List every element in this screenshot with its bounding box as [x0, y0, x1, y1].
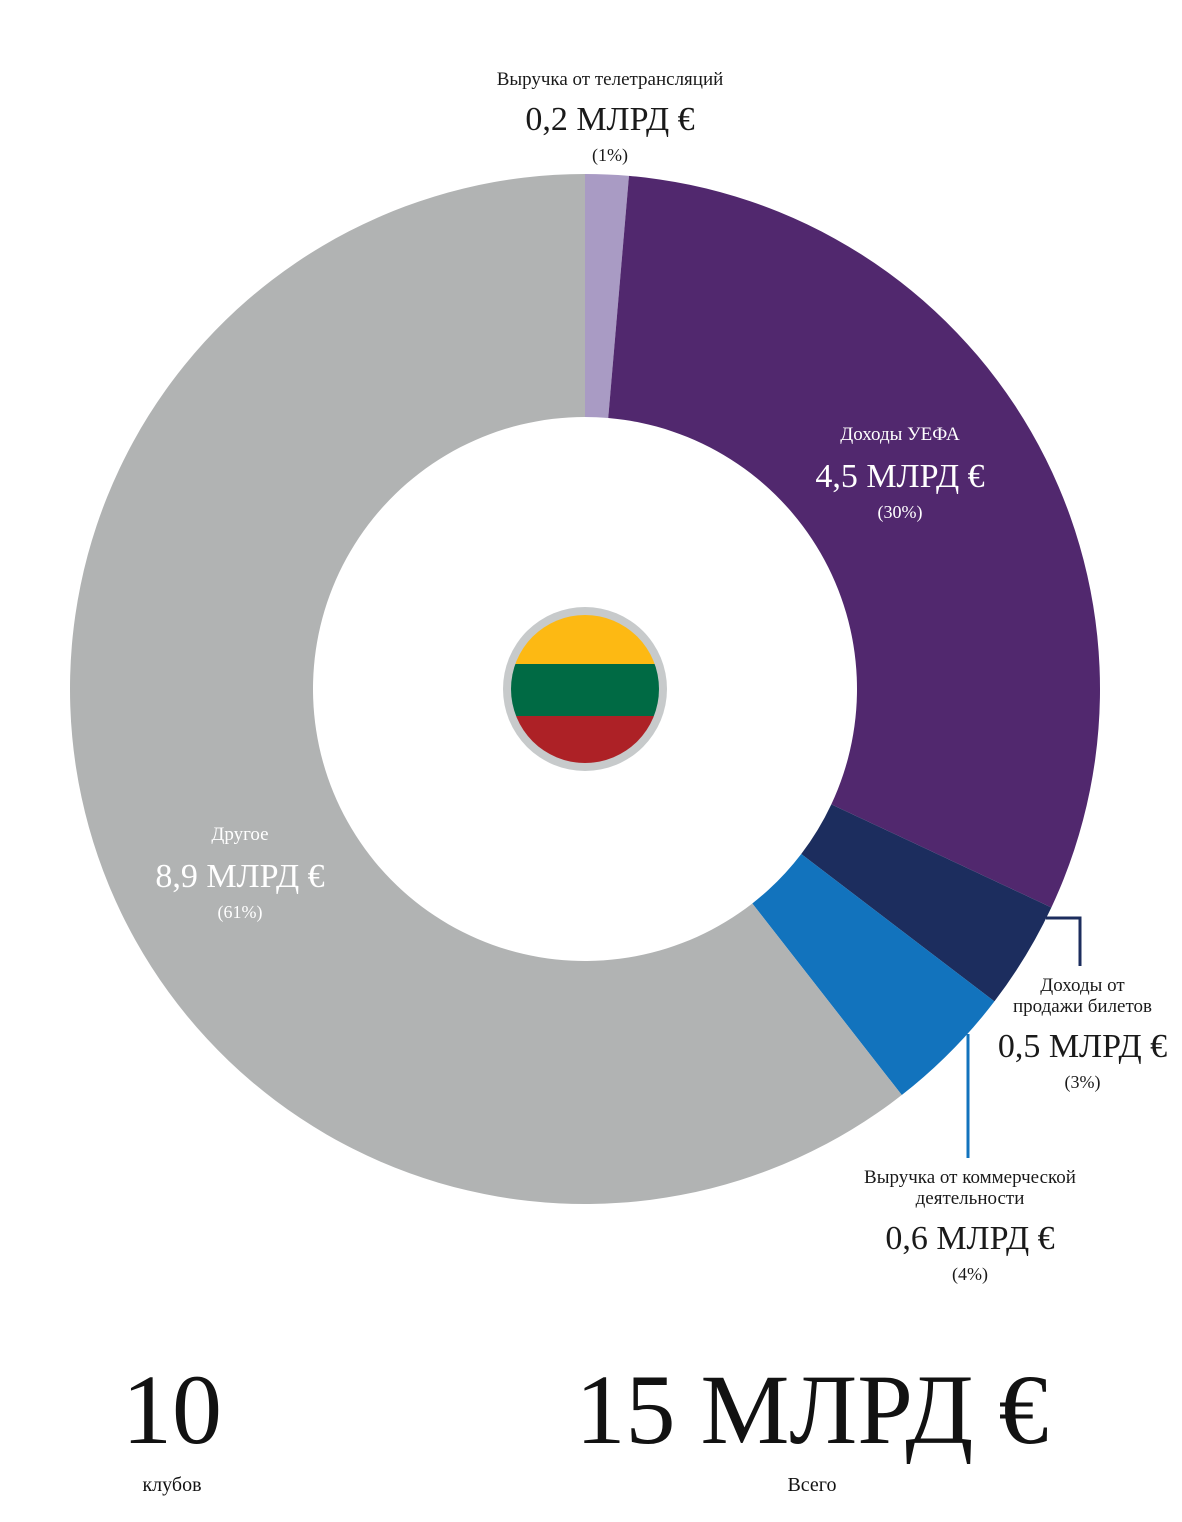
- revenue-amount: 15 МЛРД €: [575, 1354, 1049, 1465]
- commercial-name-line2: деятельности: [915, 1187, 1025, 1209]
- other-slice-label: Другое 8,9 МЛРД € (61%): [120, 824, 360, 923]
- other-name: Другое: [211, 824, 269, 845]
- slice-tickets: [801, 804, 1052, 1002]
- donut-slices: [70, 174, 1101, 1204]
- commercial-value: 0,6 МЛРД €: [885, 1219, 1055, 1257]
- tickets-name-line1: Доходы от: [1040, 975, 1125, 996]
- uefa-slice-label: Доходы УЕФА 4,5 МЛРД € (30%): [770, 424, 1030, 523]
- commercial-pct: (4%): [952, 1264, 988, 1285]
- tv-name: Выручка от телетрансляций: [496, 69, 724, 90]
- tv-pct: (1%): [592, 145, 628, 166]
- revenue-caption: Всего: [787, 1474, 837, 1496]
- commercial-slice-label: Выручка от коммерческой деятельности 0,6…: [830, 1167, 1110, 1285]
- clubs-total: 10 клубов: [72, 1360, 272, 1497]
- slice-other: [70, 174, 902, 1204]
- tv-slice-label: Выручка от телетрансляций 0,2 МЛРД € (1%…: [440, 69, 780, 166]
- uefa-value: 4,5 МЛРД €: [815, 457, 985, 495]
- slice-uefa: [608, 175, 1101, 908]
- slice-tv: [585, 174, 629, 418]
- tickets-leader-line: [1046, 916, 1082, 966]
- other-value: 8,9 МЛРД €: [155, 857, 325, 895]
- uefa-name: Доходы УЕФА: [840, 424, 960, 445]
- leader-lines: [966, 916, 1082, 1158]
- revenue-total: 15 МЛРД € Всего: [512, 1360, 1112, 1497]
- clubs-caption: клубов: [142, 1474, 202, 1496]
- uefa-pct: (30%): [877, 502, 923, 523]
- commercial-name-line1: Выручка от коммерческой: [864, 1167, 1076, 1188]
- flag-stripe-green: [511, 664, 659, 716]
- other-pct: (61%): [217, 902, 263, 923]
- slice-commercial: [752, 854, 995, 1096]
- tickets-pct: (3%): [1064, 1072, 1101, 1093]
- tickets-slice-label: Доходы от продажи билетов 0,5 МЛРД € (3%…: [985, 975, 1180, 1093]
- tickets-name-line2: продажи билетов: [1012, 995, 1153, 1017]
- tv-value: 0,2 МЛРД €: [525, 100, 695, 138]
- clubs-count: 10: [122, 1354, 222, 1465]
- lithuania-flag-icon: [503, 607, 667, 771]
- tickets-value: 0,5 МЛРД €: [997, 1027, 1168, 1065]
